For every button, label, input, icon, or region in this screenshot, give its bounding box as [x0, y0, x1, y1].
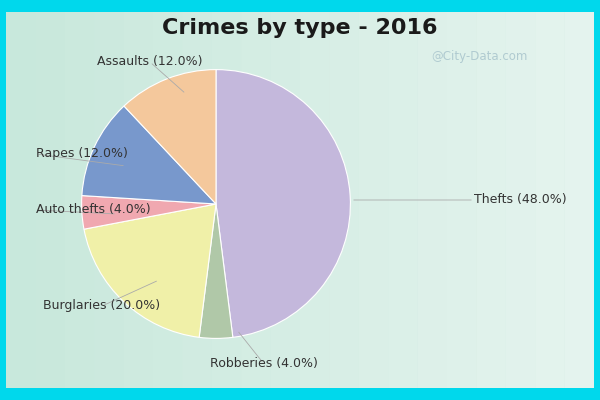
Text: Thefts (48.0%): Thefts (48.0%)	[474, 194, 566, 206]
Wedge shape	[82, 196, 216, 229]
Wedge shape	[199, 204, 233, 338]
Wedge shape	[216, 70, 350, 337]
Text: Robberies (4.0%): Robberies (4.0%)	[210, 358, 318, 370]
Text: Crimes by type - 2016: Crimes by type - 2016	[162, 18, 438, 38]
Wedge shape	[124, 70, 216, 204]
Text: Auto thefts (4.0%): Auto thefts (4.0%)	[36, 204, 151, 216]
Wedge shape	[84, 204, 216, 337]
Wedge shape	[82, 106, 216, 204]
Text: @City-Data.com: @City-Data.com	[431, 50, 528, 63]
Text: Burglaries (20.0%): Burglaries (20.0%)	[43, 300, 161, 312]
Text: Assaults (12.0%): Assaults (12.0%)	[97, 56, 203, 68]
Text: Rapes (12.0%): Rapes (12.0%)	[36, 148, 128, 160]
